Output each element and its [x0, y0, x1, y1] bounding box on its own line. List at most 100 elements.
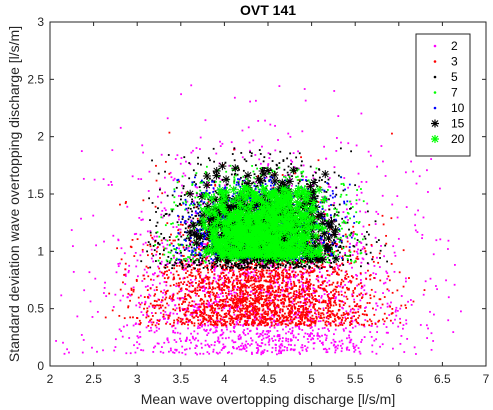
data-point — [249, 315, 251, 317]
data-point — [291, 308, 294, 311]
data-point — [212, 348, 215, 351]
data-point — [161, 274, 164, 277]
data-point — [276, 303, 279, 306]
data-point — [196, 286, 199, 289]
data-point — [211, 302, 214, 305]
data-point — [239, 275, 241, 278]
data-point — [278, 339, 280, 342]
data-point — [293, 318, 296, 320]
data-point — [303, 272, 306, 275]
data-point — [159, 350, 162, 353]
data-point — [375, 210, 378, 213]
data-point — [270, 299, 273, 302]
data-point — [346, 348, 348, 351]
data-point — [259, 273, 261, 276]
data-point — [180, 157, 183, 159]
data-point — [202, 267, 205, 269]
data-point — [295, 316, 298, 319]
data-point — [280, 302, 283, 305]
data-point — [243, 329, 246, 331]
data-point — [187, 323, 189, 326]
data-point — [355, 318, 358, 321]
data-point — [151, 315, 154, 317]
data-point — [309, 318, 312, 321]
data-point — [271, 301, 274, 304]
data-point — [319, 234, 322, 237]
data-point — [352, 311, 355, 314]
data-point — [309, 324, 312, 327]
data-point — [356, 252, 359, 255]
data-point — [259, 290, 262, 292]
data-point — [371, 344, 374, 347]
data-point — [231, 307, 234, 309]
data-point — [179, 332, 182, 335]
data-point — [237, 299, 239, 302]
data-point — [199, 281, 202, 284]
data-point — [309, 319, 312, 322]
data-point — [190, 268, 193, 271]
data-point — [352, 225, 355, 228]
data-point — [154, 345, 157, 348]
data-point — [177, 316, 180, 319]
data-point — [366, 302, 369, 304]
data-point — [254, 305, 257, 308]
data-point — [231, 282, 234, 285]
data-point — [314, 309, 317, 312]
data-point — [292, 313, 295, 316]
data-point — [303, 324, 306, 326]
data-point — [337, 174, 340, 177]
data-point — [148, 305, 151, 308]
data-point — [218, 320, 221, 323]
data-point — [285, 284, 287, 286]
data-point — [238, 334, 241, 336]
data-point — [339, 317, 341, 319]
data-point — [302, 313, 304, 316]
data-point — [350, 338, 353, 341]
data-point — [321, 263, 324, 265]
data-point — [390, 262, 393, 265]
data-point — [313, 287, 316, 290]
data-point — [175, 226, 178, 228]
data-point — [281, 290, 284, 292]
data-point — [303, 88, 306, 90]
data-point — [276, 317, 278, 320]
data-point — [182, 247, 185, 250]
data-point — [289, 152, 292, 155]
data-point — [185, 317, 188, 320]
data-point — [239, 308, 242, 311]
data-point — [366, 202, 369, 205]
data-point — [374, 291, 377, 293]
data-point — [236, 305, 239, 308]
data-point — [279, 346, 282, 349]
data-point — [257, 307, 259, 310]
data-point — [176, 154, 179, 157]
data-point — [381, 214, 384, 217]
data-point — [233, 331, 236, 333]
data-point — [223, 277, 226, 280]
data-point — [236, 322, 239, 325]
data-point — [342, 257, 344, 260]
data-point — [262, 291, 265, 294]
data-point — [307, 282, 310, 285]
data-point — [216, 282, 219, 285]
data-point — [141, 250, 144, 253]
data-point — [309, 288, 311, 290]
data-point — [385, 242, 388, 245]
data-point — [146, 310, 149, 312]
data-point — [295, 302, 298, 305]
data-point — [239, 273, 241, 276]
data-point — [396, 309, 399, 312]
data-point — [152, 279, 155, 281]
data-point — [333, 295, 335, 298]
data-point — [257, 319, 260, 322]
data-point — [237, 310, 240, 313]
data-point — [281, 281, 284, 284]
data-points — [55, 84, 462, 356]
data-point — [397, 237, 400, 240]
data-point — [153, 346, 155, 349]
data-point — [314, 303, 317, 306]
data-point — [164, 293, 167, 296]
data-point — [202, 280, 205, 283]
data-point — [208, 285, 211, 288]
data-point — [354, 184, 357, 187]
